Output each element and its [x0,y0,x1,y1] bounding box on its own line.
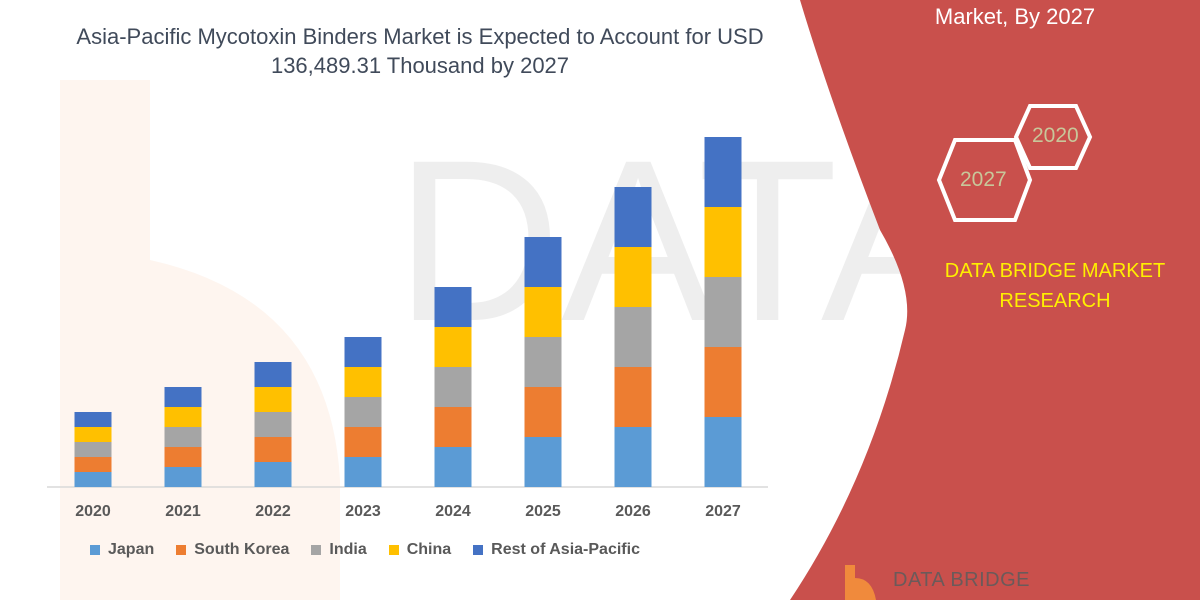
x-tick-label: 2022 [255,503,291,520]
hexagon-2020 [1013,104,1093,170]
bar-2024-japan [434,447,472,487]
bar-2024-south-korea [434,407,472,447]
bar-2026-rest-of-asia-pacific [614,187,652,247]
bar-2026-china [614,247,652,307]
legend-item-china: China [388,541,452,559]
x-tick-label: 2021 [165,503,201,520]
x-tick-label: 2026 [615,503,651,520]
bar-2024-rest-of-asia-pacific [434,287,472,327]
bar-2026-south-korea [614,367,652,427]
brand-text: DATA BRIDGE MARKET RESEARCH [944,260,1166,312]
bar-2025-south-korea [524,387,562,437]
bar-2023-rest-of-asia-pacific [344,337,382,367]
bar-2022-south-korea [254,437,292,462]
bar-2023-india [344,397,382,427]
bar-2025-japan [524,437,562,487]
bar-2027-india [704,277,742,347]
bar-2027-china [704,207,742,277]
bars [74,137,742,487]
x-tick-label: 2027 [705,503,741,520]
bar-2026-india [614,307,652,367]
hex-label-2020: 2020 [1032,124,1079,147]
bar-2027-japan [704,417,742,487]
bar-2022-rest-of-asia-pacific [254,362,292,387]
bar-2022-china [254,387,292,412]
hexagon-2027 [936,138,1033,222]
bar-2023-japan [344,457,382,487]
legend-item-india: India [311,541,367,559]
x-tick-label: 2023 [345,503,381,520]
legend-item-rest-of-asia-pacific: Rest of Asia-Pacific [473,541,640,559]
bar-2020-japan [74,472,112,487]
legend-item-japan: Japan [90,541,154,559]
bar-2023-china [344,367,382,397]
bar-2021-south-korea [164,447,202,467]
bar-2020-india [74,442,112,457]
bar-2021-india [164,427,202,447]
bar-2027-south-korea [704,347,742,417]
legend-swatch [311,545,322,555]
bar-2022-japan [254,462,292,487]
bar-2021-rest-of-asia-pacific [164,387,202,407]
legend-label: India [329,541,367,558]
bar-2023-south-korea [344,427,382,457]
bar-2024-india [434,367,472,407]
hex-label-2027: 2027 [960,168,1007,191]
legend-swatch [473,545,484,555]
bar-2020-china [74,427,112,442]
legend-swatch [388,545,399,555]
side-title: Market, By 2027 [934,4,1096,29]
bar-2024-china [434,327,472,367]
chart-title: Asia-Pacific Mycotoxin Binders Market is… [76,24,764,78]
logo-icon [845,565,876,600]
bar-2020-south-korea [74,457,112,472]
bar-2021-china [164,407,202,427]
legend-label: Japan [108,541,155,558]
x-tick-label: 2025 [525,503,561,520]
legend-item-south-korea: South Korea [176,541,289,559]
bar-2027-rest-of-asia-pacific [704,137,742,207]
red-panel [790,0,1200,600]
bar-2025-india [524,337,562,387]
legend-label: China [406,541,452,558]
x-tick-label: 2020 [75,503,111,520]
bar-2021-japan [164,467,202,487]
bar-2026-japan [614,427,652,487]
logo-text: DATA BRIDGE [893,569,1031,591]
bar-2025-rest-of-asia-pacific [524,237,562,287]
legend: Japan South Korea India China Rest of As… [90,541,640,559]
bar-2022-india [254,412,292,437]
legend-swatch [176,545,187,555]
legend-swatch [90,545,100,555]
x-tick-label: 2024 [435,503,471,520]
legend-label: South Korea [194,541,290,558]
legend-label: Rest of Asia-Pacific [491,541,640,558]
bar-2020-rest-of-asia-pacific [74,412,112,427]
bar-2025-china [524,287,562,337]
